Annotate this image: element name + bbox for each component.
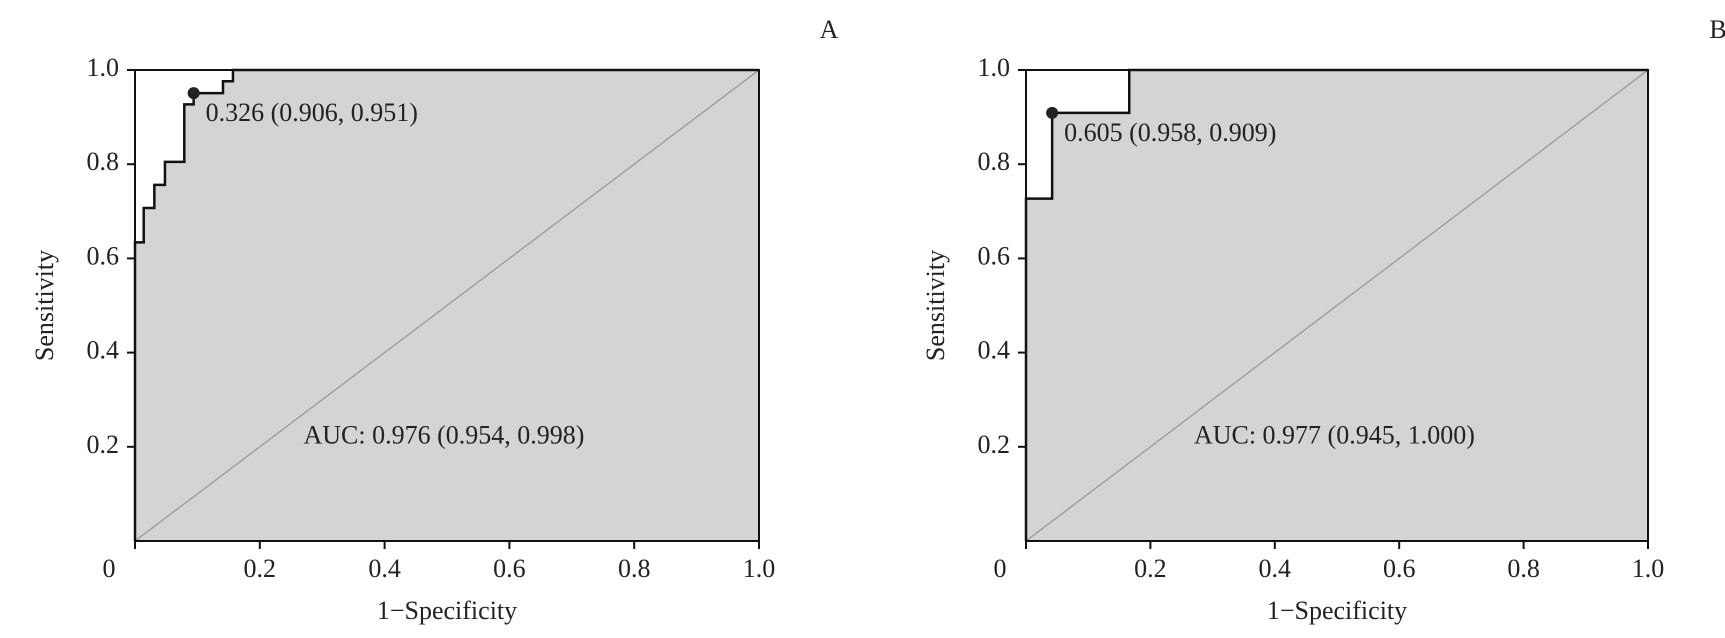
cutoff-point [1046, 106, 1059, 119]
panel-label: B [1709, 15, 1725, 44]
cutoff-point [187, 87, 200, 100]
y-tick-label: 0.6 [978, 241, 1011, 270]
y-tick-label: 1.0 [978, 53, 1011, 82]
diagonal [1025, 69, 1649, 542]
x-tick-label: 0.2 [244, 554, 277, 583]
x-tick-label: 0.8 [618, 554, 651, 583]
panel-label: A [820, 15, 839, 44]
x-tick-label: 1.0 [1632, 554, 1665, 583]
y-axis-label: Sensitivity [30, 250, 59, 361]
x-tick-label: 0.6 [1383, 554, 1416, 583]
roc-curve [133, 68, 759, 541]
cutoff-label: 0.605 (0.958, 0.909) [1064, 118, 1276, 147]
y-tick-label: 1.0 [87, 53, 120, 82]
panel: 0 0.2 0.4 0.6 0.8 1.0 0.2 0.4 0.6 0.8 1.0 1−Specifi… [921, 15, 1725, 625]
y-axis-label: Sensitivity [921, 250, 950, 361]
x-tick-label: 1.0 [743, 554, 776, 583]
auc-label: AUC: 0.976 (0.954, 0.998) [303, 420, 584, 449]
y-tick-label: 0.8 [87, 147, 120, 176]
x-tick-label: 0.8 [1507, 554, 1540, 583]
x-tick-label: 0 [994, 554, 1007, 583]
y-tick-label: 0.4 [978, 336, 1011, 365]
x-tick-label: 0 [103, 554, 116, 583]
diagonal [134, 69, 760, 542]
x-axis-label: 1−Specificity [377, 596, 517, 625]
y-tick-label: 0.2 [978, 430, 1011, 459]
y-tick-label: 0.4 [87, 336, 120, 365]
y-tick-label: 0.6 [87, 241, 120, 270]
panel: 0 0.2 0.4 0.6 0.8 1.0 0.2 0.4 0.6 0.8 1.0 1−Specifi… [30, 15, 839, 625]
x-tick-label: 0.2 [1134, 554, 1167, 583]
y-tick-label: 0.2 [87, 430, 120, 459]
auc-label: AUC: 0.977 (0.945, 1.000) [1194, 420, 1475, 449]
x-axis-label: 1−Specificity [1267, 596, 1407, 625]
cutoff-label: 0.326 (0.906, 0.951) [206, 98, 418, 127]
x-tick-label: 0.4 [1259, 554, 1292, 583]
x-tick-label: 0.6 [493, 554, 526, 583]
y-tick-label: 0.8 [978, 147, 1011, 176]
x-tick-label: 0.4 [368, 554, 401, 583]
